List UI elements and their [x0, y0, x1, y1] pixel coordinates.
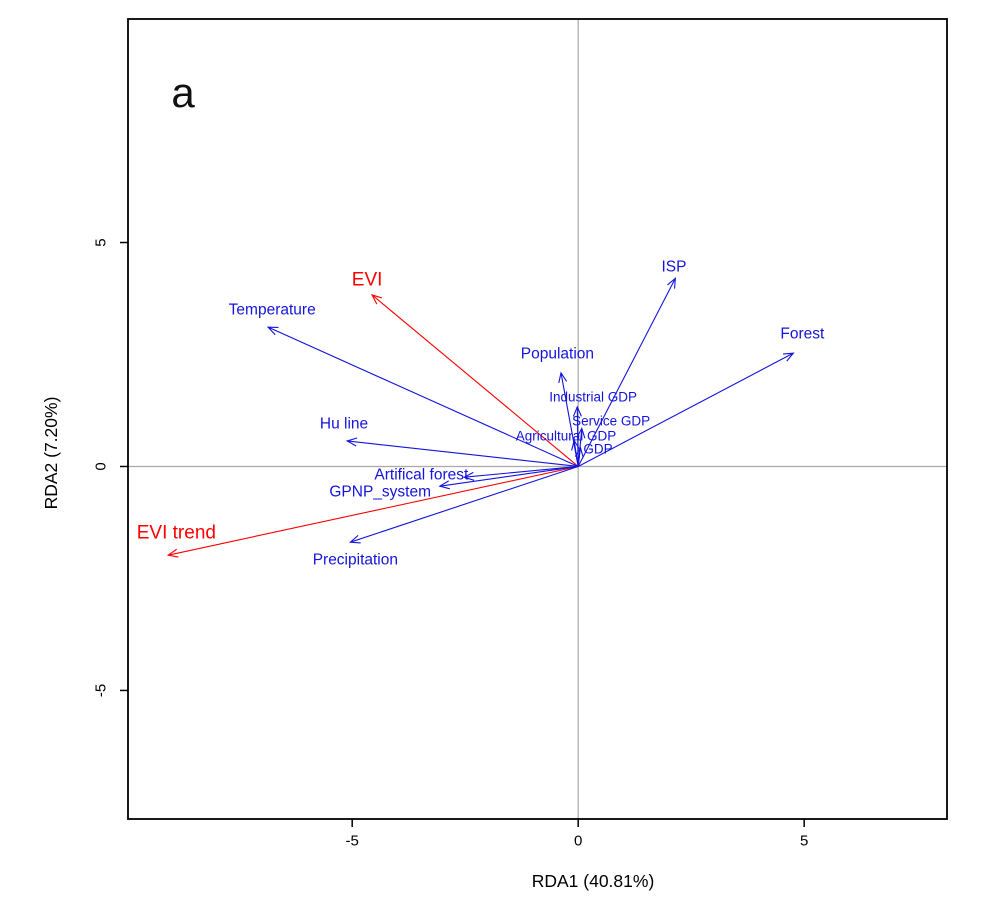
x-axis-title: RDA1 (40.81%): [532, 871, 655, 891]
x-tick-label-5: 5: [800, 833, 808, 850]
arrow-label-evi: EVI: [352, 270, 383, 291]
arrow-hu-line: [345, 437, 579, 468]
arrow-label-artifical-forest: Artifical forest: [374, 466, 469, 483]
arrow-label-forest: Forest: [780, 325, 825, 342]
arrow-label-precipitation: Precipitation: [313, 552, 398, 569]
plot-frame: [127, 18, 948, 820]
arrow-evi: [370, 294, 579, 467]
arrow-label-gpnp-system: GPNP_system: [329, 484, 431, 501]
arrow-label-service-gdp: Service GDP: [572, 413, 650, 428]
arrow-isp: [577, 277, 677, 467]
arrow-label-agricultural-gdp: Agricultural GDP: [516, 429, 617, 444]
arrow-label-temperature: Temperature: [229, 302, 316, 319]
y-tick-label--5: -5: [93, 684, 110, 697]
x-tick-label-0: 0: [574, 833, 582, 850]
arrow-temperature: [266, 326, 579, 467]
arrow-evi-trend: [166, 465, 579, 558]
arrow-label-hu-line: Hu line: [320, 415, 368, 432]
arrow-label-isp: ISP: [662, 259, 687, 276]
arrow-gpnp-system: [438, 465, 579, 490]
plot-content: -5 0 5 -5 0 5 EVI EVI trend Temperature Hu line Pr…: [93, 18, 948, 850]
arrow-gdp: [574, 446, 584, 467]
y-axis-title: RDA2 (7.20%): [41, 397, 61, 510]
x-tick-label--5: -5: [346, 833, 359, 850]
y-tick-label-5: 5: [93, 238, 110, 246]
y-tick-label-0: 0: [93, 462, 110, 470]
arrow-artifical-forest: [462, 465, 579, 481]
arrow-label-gdp: GDP: [583, 442, 612, 457]
arrow-label-population: Population: [521, 346, 594, 363]
arrow-forest: [577, 352, 795, 467]
arrow-label-industrial-gdp: Industrial GDP: [549, 390, 637, 405]
arrow-precipitation: [349, 465, 579, 544]
panel-label: a: [171, 69, 195, 116]
arrow-label-evi-trend: EVI trend: [137, 522, 216, 543]
